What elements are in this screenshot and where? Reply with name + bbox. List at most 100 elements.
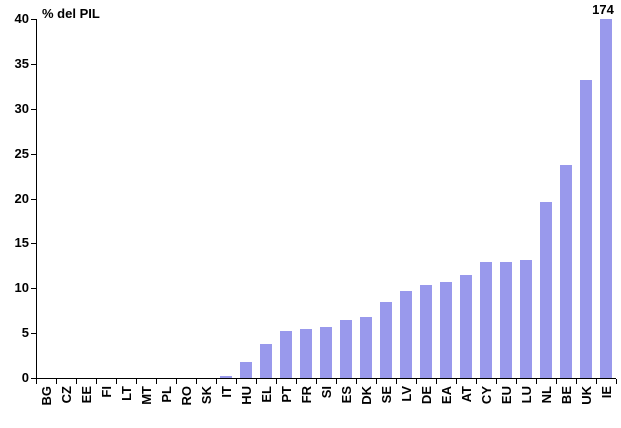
bar-AT — [460, 275, 472, 378]
bar-EA — [440, 282, 452, 378]
x-tick-label-SI: SI — [319, 386, 334, 399]
bar-HU — [240, 362, 252, 378]
y-tick-35 — [31, 64, 36, 65]
bar-EU — [500, 262, 512, 378]
y-tick-label-20: 20 — [14, 191, 29, 206]
x-tick-label-IT: IT — [219, 386, 234, 398]
x-tick-label-IE: IE — [599, 386, 614, 399]
x-tick — [496, 379, 497, 384]
x-tick — [376, 379, 377, 384]
x-tick — [336, 379, 337, 384]
x-tick-label-BG: BG — [39, 386, 54, 406]
plot-area — [36, 19, 616, 379]
x-tick-label-EE: EE — [79, 386, 94, 404]
bar-IT — [220, 376, 232, 378]
bar-NL — [540, 202, 552, 378]
y-tick-label-35: 35 — [14, 56, 29, 71]
x-tick-label-MT: MT — [139, 386, 154, 405]
x-tick — [136, 379, 137, 384]
x-tick-label-RO: RO — [179, 386, 194, 406]
y-tick-label-40: 40 — [14, 11, 29, 26]
bar-SE — [380, 302, 392, 378]
x-tick — [416, 379, 417, 384]
x-tick — [156, 379, 157, 384]
bar-DK — [360, 317, 372, 378]
x-tick — [356, 379, 357, 384]
bar-PT — [280, 331, 292, 378]
x-tick-label-BE: BE — [559, 386, 574, 405]
x-tick — [76, 379, 77, 384]
y-tick-20 — [31, 199, 36, 200]
x-tick — [176, 379, 177, 384]
y-tick-label-0: 0 — [21, 370, 29, 385]
chart-title: % del PIL — [42, 6, 100, 21]
x-tick-label-EL: EL — [259, 386, 274, 403]
bar-CY — [480, 262, 492, 378]
y-tick-label-30: 30 — [14, 101, 29, 116]
x-tick — [596, 379, 597, 384]
x-tick-label-DK: DK — [359, 386, 374, 405]
x-tick — [576, 379, 577, 384]
x-tick — [256, 379, 257, 384]
x-tick-label-LV: LV — [399, 386, 414, 402]
x-tick-label-CY: CY — [479, 386, 494, 405]
x-tick — [276, 379, 277, 384]
bar-SI — [320, 327, 332, 378]
x-tick-label-FR: FR — [299, 386, 314, 404]
x-tick-label-PT: PT — [279, 386, 294, 403]
bar-DE — [420, 285, 432, 378]
y-tick-30 — [31, 109, 36, 110]
x-tick — [96, 379, 97, 384]
bar-ES — [340, 320, 352, 378]
x-tick-label-AT: AT — [459, 386, 474, 403]
x-tick — [396, 379, 397, 384]
x-tick — [196, 379, 197, 384]
x-tick-label-NL: NL — [539, 386, 554, 404]
x-tick-label-EA: EA — [439, 386, 454, 405]
x-tick — [436, 379, 437, 384]
x-tick — [316, 379, 317, 384]
bar-value-label-IE: 174 — [592, 2, 614, 17]
y-tick-15 — [31, 243, 36, 244]
x-tick-label-DE: DE — [419, 386, 434, 405]
x-tick — [36, 379, 37, 384]
y-tick-5 — [31, 333, 36, 334]
bar-LU — [520, 260, 532, 378]
x-tick-label-CZ: CZ — [59, 386, 74, 404]
x-tick — [56, 379, 57, 384]
y-tick-label-25: 25 — [14, 146, 29, 161]
x-tick-label-PL: PL — [159, 386, 174, 403]
x-tick — [556, 379, 557, 384]
x-tick — [476, 379, 477, 384]
y-tick-label-5: 5 — [21, 325, 29, 340]
x-tick — [236, 379, 237, 384]
x-tick — [216, 379, 217, 384]
bar-LV — [400, 291, 412, 378]
x-tick-label-SE: SE — [379, 386, 394, 404]
y-tick-10 — [31, 288, 36, 289]
x-tick-label-FI: FI — [99, 386, 114, 398]
x-tick — [616, 379, 617, 384]
x-tick-label-ES: ES — [339, 386, 354, 404]
x-tick — [116, 379, 117, 384]
y-tick-0 — [31, 378, 36, 379]
x-tick — [456, 379, 457, 384]
bar-EL — [260, 344, 272, 378]
y-tick-25 — [31, 154, 36, 155]
bar-UK — [580, 80, 592, 378]
x-tick-label-LU: LU — [519, 386, 534, 404]
x-tick — [296, 379, 297, 384]
x-tick — [536, 379, 537, 384]
x-tick-label-UK: UK — [579, 386, 594, 405]
x-tick-label-EU: EU — [499, 386, 514, 405]
x-tick — [516, 379, 517, 384]
x-tick-label-SK: SK — [199, 386, 214, 405]
bar-FR — [300, 329, 312, 378]
y-tick-label-10: 10 — [14, 280, 29, 295]
bar-IE — [600, 19, 612, 378]
x-tick-label-HU: HU — [239, 386, 254, 405]
y-tick-40 — [31, 19, 36, 20]
bar-BE — [560, 165, 572, 378]
y-tick-label-15: 15 — [14, 235, 29, 250]
